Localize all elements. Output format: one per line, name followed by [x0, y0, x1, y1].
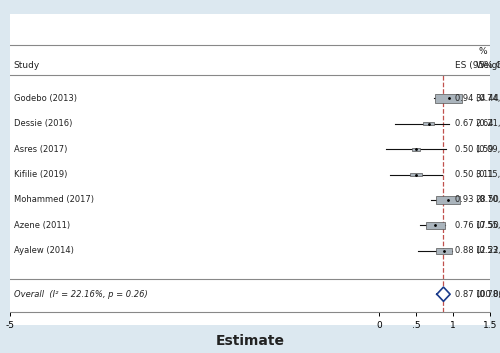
Text: 1.59: 1.59: [475, 145, 494, 154]
Bar: [436, 94, 462, 103]
Text: 0.88 (0.53, 0.98): 0.88 (0.53, 0.98): [456, 246, 500, 256]
Text: 17.50: 17.50: [475, 221, 499, 230]
X-axis label: Estimate: Estimate: [216, 334, 284, 348]
Text: Overall  (I² = 22.16%, p = 0.26): Overall (I² = 22.16%, p = 0.26): [14, 290, 147, 299]
Text: 100.00: 100.00: [475, 290, 500, 299]
Text: Asres (2017): Asres (2017): [14, 145, 67, 154]
Bar: [412, 148, 420, 150]
Text: 3.11: 3.11: [475, 170, 494, 179]
Text: Dessie (2016): Dessie (2016): [14, 119, 72, 128]
Bar: [424, 122, 434, 125]
Text: 34.44: 34.44: [475, 94, 499, 103]
Bar: [410, 173, 422, 176]
FancyBboxPatch shape: [10, 279, 490, 312]
Text: Study: Study: [14, 61, 40, 70]
Text: Kifilie (2019): Kifilie (2019): [14, 170, 67, 179]
Text: 0.67 (0.21, 0.94): 0.67 (0.21, 0.94): [456, 119, 500, 128]
Text: Ayalew (2014): Ayalew (2014): [14, 246, 74, 256]
Polygon shape: [437, 287, 450, 301]
Text: Weight: Weight: [475, 61, 500, 70]
Bar: [426, 222, 445, 229]
Bar: [436, 248, 452, 254]
Text: 0.76 (0.55, 0.89): 0.76 (0.55, 0.89): [456, 221, 500, 230]
Text: 0.50 (0.15, 0.85): 0.50 (0.15, 0.85): [456, 170, 500, 179]
Text: 0.50 (0.09, 0.91): 0.50 (0.09, 0.91): [456, 145, 500, 154]
Text: 12.22: 12.22: [475, 246, 499, 256]
FancyBboxPatch shape: [10, 45, 490, 75]
Text: Mohammed (2017): Mohammed (2017): [14, 196, 94, 204]
Text: 2.64: 2.64: [475, 119, 494, 128]
Text: 0.94 (0.74, 0.99): 0.94 (0.74, 0.99): [456, 94, 500, 103]
Text: %: %: [479, 47, 488, 55]
Bar: [436, 196, 460, 204]
Text: ES (95% CI): ES (95% CI): [456, 61, 500, 70]
Text: 0.87 (0.78, 0.96): 0.87 (0.78, 0.96): [456, 290, 500, 299]
Text: 28.50: 28.50: [475, 196, 499, 204]
Text: Godebo (2013): Godebo (2013): [14, 94, 76, 103]
Text: 0.93 (0.70, 0.99): 0.93 (0.70, 0.99): [456, 196, 500, 204]
Text: Azene (2011): Azene (2011): [14, 221, 70, 230]
